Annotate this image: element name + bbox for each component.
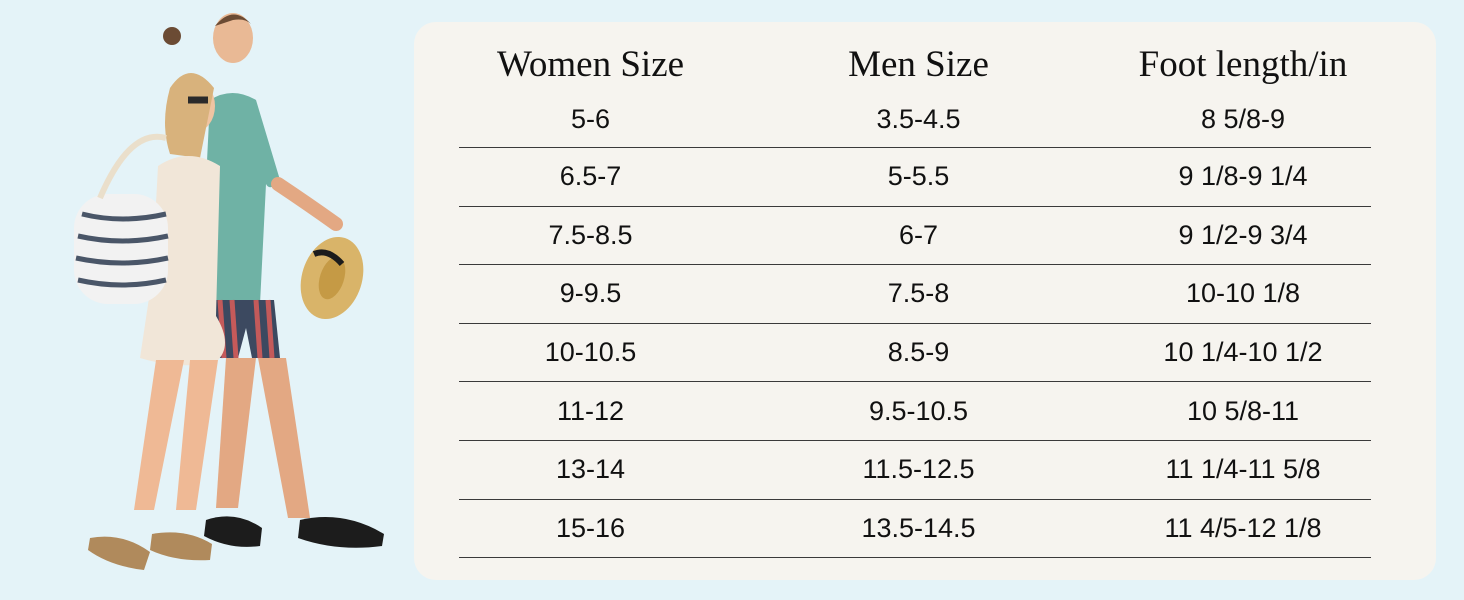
men-size-cell: 9.5-10.5 [868, 395, 969, 426]
header-men-size: Men Size [848, 43, 989, 85]
table-row: 11-12 9.5-10.5 10 5/8-11 [459, 382, 1371, 441]
foot-length-cell: 10 5/8-11 [1186, 395, 1300, 426]
men-size-cell: 5-5.5 [887, 161, 950, 192]
women-size-cell: 15-16 [555, 512, 626, 543]
foot-length-cell: 11 4/5-12 1/8 [1164, 512, 1322, 543]
table-row: 7.5-8.5 6-7 9 1/2-9 3/4 [459, 207, 1371, 266]
man-figure [163, 13, 384, 548]
men-size-cell: 11.5-12.5 [862, 454, 975, 485]
women-size-cell: 6.5-7 [559, 161, 622, 192]
women-size-cell: 9-9.5 [559, 278, 622, 309]
table-row: 15-16 13.5-14.5 11 4/5-12 1/8 [459, 500, 1371, 559]
size-chart-table: Women Size Men Size Foot length/in 5-6 3.… [459, 36, 1371, 559]
table-row: 13-14 11.5-12.5 11 1/4-11 5/8 [459, 441, 1371, 500]
men-size-cell: 8.5-9 [887, 337, 950, 368]
men-size-cell: 6-7 [898, 219, 939, 250]
couple-photo [74, 13, 384, 570]
size-chart-card [414, 22, 1436, 580]
women-size-cell: 7.5-8.5 [548, 219, 633, 250]
table-row: 5-6 3.5-4.5 8 5/8-9 [459, 92, 1371, 148]
foot-length-cell: 10 1/4-10 1/2 [1163, 337, 1323, 368]
table-header-row: Women Size Men Size Foot length/in [459, 36, 1371, 92]
header-women-size: Women Size [496, 43, 685, 85]
men-size-cell: 13.5-14.5 [861, 512, 976, 543]
women-size-cell: 11-12 [556, 395, 625, 426]
table-row: 10-10.5 8.5-9 10 1/4-10 1/2 [459, 324, 1371, 383]
women-size-cell: 10-10.5 [544, 337, 637, 368]
table-row: 9-9.5 7.5-8 10-10 1/8 [459, 265, 1371, 324]
men-size-cell: 7.5-8 [887, 278, 950, 309]
women-size-cell: 13-14 [555, 454, 626, 485]
foot-length-cell: 9 1/2-9 3/4 [1178, 219, 1308, 250]
foot-length-cell: 9 1/8-9 1/4 [1178, 161, 1308, 192]
foot-length-cell: 11 1/4-11 5/8 [1165, 454, 1321, 485]
woman-figure [74, 73, 225, 570]
foot-length-cell: 10-10 1/8 [1185, 278, 1301, 309]
header-foot-length: Foot length/in [1138, 43, 1348, 85]
table-row: 6.5-7 5-5.5 9 1/8-9 1/4 [459, 148, 1371, 207]
women-size-cell: 5-6 [570, 104, 611, 134]
men-size-cell: 3.5-4.5 [876, 104, 961, 134]
foot-length-cell: 8 5/8-9 [1200, 104, 1286, 134]
